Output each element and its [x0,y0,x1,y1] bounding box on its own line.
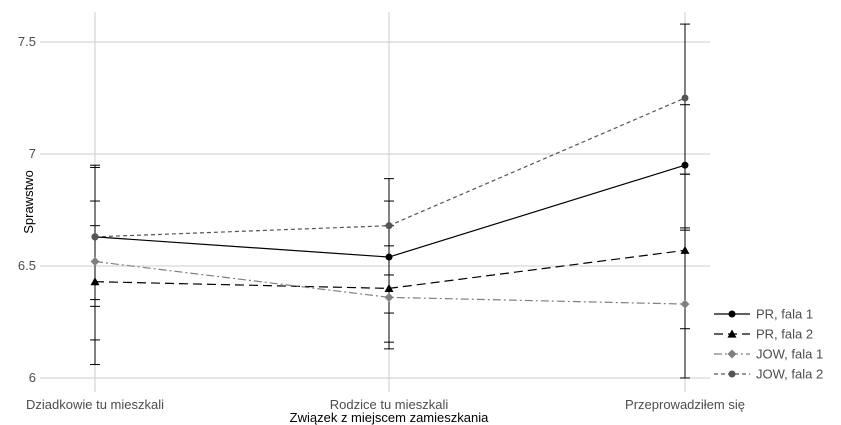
legend-key-marker [728,370,736,378]
legend-key-marker [727,349,737,359]
legend-label: JOW, fala 1 [756,347,823,362]
series-markers [90,94,690,309]
data-point [90,277,100,286]
data-point [384,283,394,292]
data-point [384,292,394,302]
y-tick-label: 6.5 [18,258,36,273]
x-tick-label: Przeprowadziłem się [625,397,745,412]
data-point [680,299,690,309]
series-line [94,260,686,305]
legend-key-marker [728,310,736,318]
data-point [385,253,393,261]
data-point [91,233,99,241]
y-tick-label: 7 [29,146,36,161]
error-bars [90,23,690,379]
legend-label: PR, fala 1 [756,307,813,322]
data-point [681,161,689,169]
data-point [681,94,689,102]
x-tick-label: Dziadkowie tu mieszkali [26,397,164,412]
legend-label: PR, fala 2 [756,327,813,342]
legend-label: JOW, fala 2 [756,367,823,382]
y-axis-title: Sprawstwo [21,170,36,234]
legend-key-marker [727,329,737,338]
y-tick-label: 7.5 [18,34,36,49]
y-tick-label: 6 [29,370,36,385]
data-point [385,222,393,230]
data-point [90,257,100,267]
grid [40,12,710,392]
data-point [680,245,690,254]
x-axis-ticks: Dziadkowie tu mieszkali Rodzice tu mieszk… [26,397,745,412]
x-axis-title: Związek z miejscem zamieszkania [290,410,489,425]
y-axis-ticks: 6 6.5 7 7.5 [18,34,36,385]
x-tick-label: Rodzice tu mieszkali [330,397,449,412]
legend: PR, fala 1 PR, fala 2 JOW, fala 1 JOW, fala… [714,307,823,382]
series-line [94,97,686,238]
